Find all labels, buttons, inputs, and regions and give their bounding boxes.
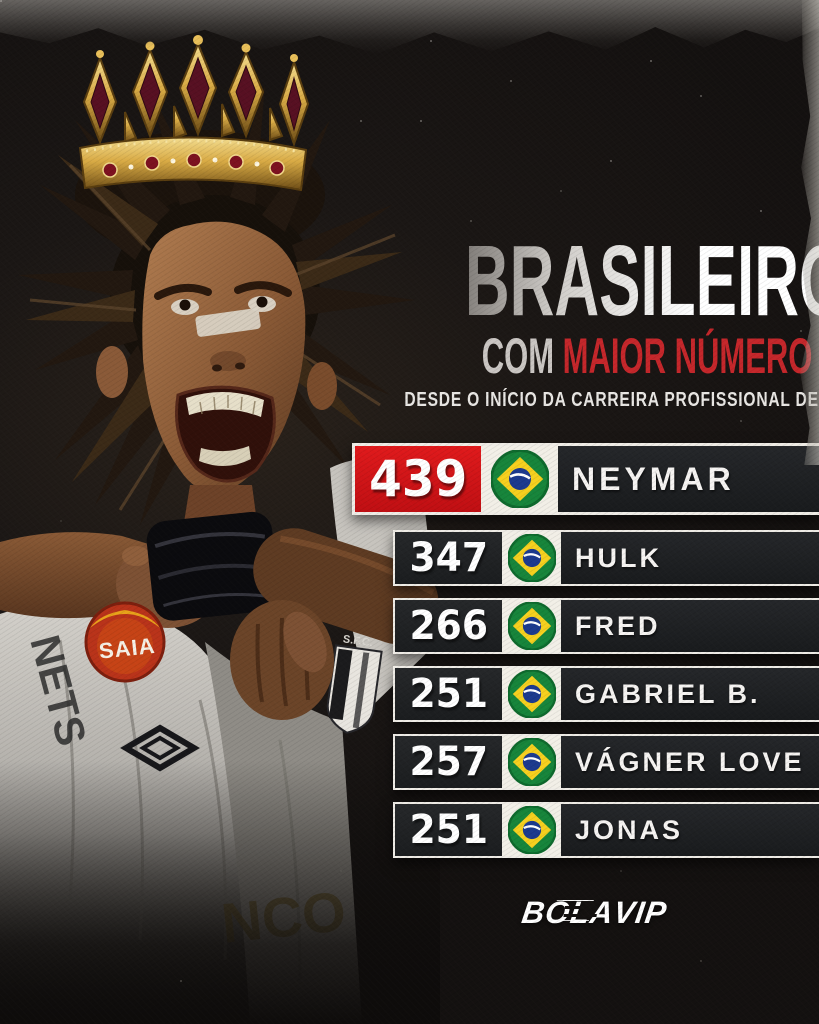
dust-specks <box>0 0 2 2</box>
tagline: DESDE O INÍCIO DA CARREIRA PROFISSIONAL … <box>404 389 819 411</box>
ranking-row-neymar: 439 NEYMAR <box>352 443 819 515</box>
ranking-row-gabriel: 251 GABRIEL B. <box>393 666 819 722</box>
player-name: NEYMAR <box>572 460 735 497</box>
player-name: FRED <box>575 610 661 641</box>
neymar-photo-illustration: NETS S.F.C. <box>0 35 440 1024</box>
ranking-row-jonas: 251 JONAS <box>393 802 819 858</box>
brazil-flag-icon <box>508 806 556 854</box>
player-cell: VÁGNER LOVE <box>561 736 819 788</box>
logo-part-bol: BOL <box>519 895 593 930</box>
goals-value: 251 <box>409 671 488 717</box>
player-cell: GABRIEL B. <box>561 668 819 720</box>
ranking-row-hulk: 347 HULK <box>393 530 819 586</box>
player-name: JONAS <box>575 814 684 845</box>
goals-cell: 257 <box>395 736 502 788</box>
player-name: HULK <box>575 542 662 573</box>
flag-cell <box>502 668 561 720</box>
logo-part-vip: VIP <box>611 895 670 930</box>
brazil-flag-icon <box>508 534 556 582</box>
goals-value: 257 <box>409 739 488 785</box>
player-cell: JONAS <box>561 804 819 856</box>
goals-value: 347 <box>409 535 488 581</box>
goals-value: 266 <box>409 603 488 649</box>
player-cell: NEYMAR <box>558 446 819 512</box>
title-block: BRASILEIROS COM MAIOR NÚMERO DE GOLS DES… <box>335 231 819 411</box>
brazil-flag-icon <box>508 670 556 718</box>
arms-graphic <box>0 511 439 720</box>
goals-value: 251 <box>409 807 488 853</box>
player-cell: HULK <box>561 532 819 584</box>
subtitle-highlight: MAIOR NÚMERO <box>562 328 813 384</box>
crown-icon <box>78 35 310 192</box>
saia-badge: SAIA <box>84 601 166 683</box>
subtitle-prefix: COM <box>481 328 563 384</box>
goals-cell: 266 <box>395 600 502 652</box>
flag-cell <box>502 736 561 788</box>
brazil-flag-icon <box>508 602 556 650</box>
flag-cell <box>502 532 561 584</box>
player-name: GABRIEL B. <box>575 678 761 709</box>
goals-cell: 251 <box>395 668 502 720</box>
goals-cell: 439 <box>355 446 481 512</box>
main-title: BRASILEIROS <box>465 231 819 331</box>
brazil-flag-icon <box>508 738 556 786</box>
brazil-flag-icon <box>491 450 549 508</box>
flag-cell <box>481 446 558 512</box>
sub-title: COM MAIOR NÚMERO DE GOLS <box>482 330 819 382</box>
goals-value: 439 <box>368 450 468 508</box>
bolavip-logo: BOLAVIP <box>519 895 670 931</box>
santos-crest-text: S.F.C. <box>342 633 373 649</box>
player-cell: FRED <box>561 600 819 652</box>
player-name: VÁGNER LOVE <box>575 746 805 777</box>
saia-badge-text: SAIA <box>98 633 157 664</box>
ranking-row-fred: 266 FRED <box>393 598 819 654</box>
santos-crest: S.F.C. <box>326 633 383 734</box>
flag-cell <box>502 600 561 652</box>
flag-cell <box>502 804 561 856</box>
goals-cell: 251 <box>395 804 502 856</box>
ranking-row-vagner-love: 257 VÁGNER LOVE <box>393 734 819 790</box>
goals-cell: 347 <box>395 532 502 584</box>
logo-part-a: A <box>588 895 617 930</box>
